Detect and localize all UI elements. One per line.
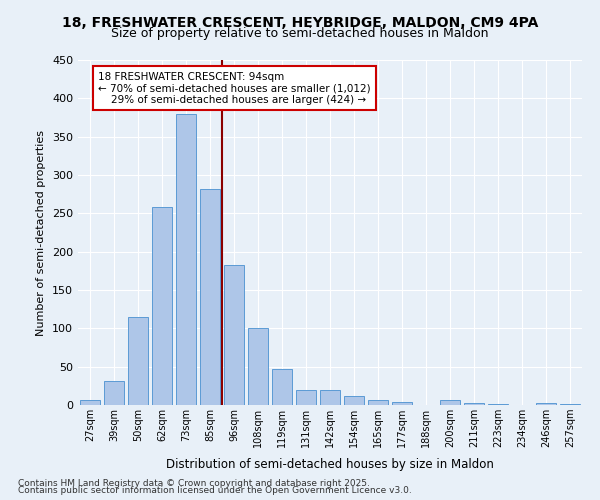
Bar [320,390,340,405]
Bar [296,390,316,405]
Text: Contains public sector information licensed under the Open Government Licence v3: Contains public sector information licen… [18,486,412,495]
Bar [488,404,508,405]
Bar [128,317,148,405]
Bar [272,369,292,405]
Bar [80,400,100,405]
X-axis label: Distribution of semi-detached houses by size in Maldon: Distribution of semi-detached houses by … [166,458,494,471]
Bar [392,402,412,405]
Y-axis label: Number of semi-detached properties: Number of semi-detached properties [37,130,46,336]
Bar [248,328,268,405]
Text: Contains HM Land Registry data © Crown copyright and database right 2025.: Contains HM Land Registry data © Crown c… [18,478,370,488]
Bar [368,400,388,405]
Bar [536,404,556,405]
Text: 18, FRESHWATER CRESCENT, HEYBRIDGE, MALDON, CM9 4PA: 18, FRESHWATER CRESCENT, HEYBRIDGE, MALD… [62,16,538,30]
Bar [440,400,460,405]
Text: 18 FRESHWATER CRESCENT: 94sqm
← 70% of semi-detached houses are smaller (1,012)
: 18 FRESHWATER CRESCENT: 94sqm ← 70% of s… [98,72,371,104]
Bar [104,381,124,405]
Bar [152,207,172,405]
Bar [176,114,196,405]
Bar [560,404,580,405]
Bar [464,404,484,405]
Bar [344,396,364,405]
Bar [224,266,244,405]
Bar [200,189,220,405]
Text: Size of property relative to semi-detached houses in Maldon: Size of property relative to semi-detach… [111,27,489,40]
